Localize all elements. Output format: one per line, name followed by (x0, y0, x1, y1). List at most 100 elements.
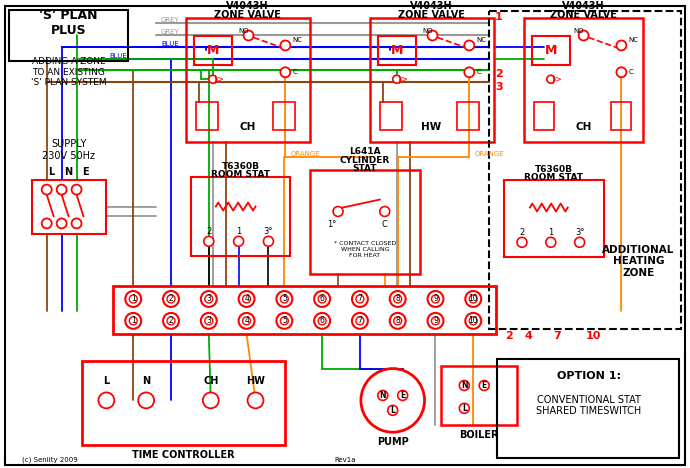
Text: CONVENTIONAL STAT
SHARED TIMESWITCH: CONVENTIONAL STAT SHARED TIMESWITCH (536, 395, 641, 416)
Circle shape (333, 206, 343, 217)
Bar (273, 102, 295, 130)
Circle shape (99, 393, 115, 409)
Text: ZONE VALVE: ZONE VALVE (214, 10, 281, 20)
Text: (c) Seniity 2009: (c) Seniity 2009 (22, 457, 77, 463)
Text: V4043H: V4043H (410, 0, 453, 11)
Bar (532, 36, 570, 66)
Text: 2: 2 (495, 69, 503, 79)
Circle shape (314, 313, 330, 329)
Text: 6: 6 (319, 294, 324, 303)
Circle shape (361, 369, 424, 432)
Text: L: L (462, 404, 466, 413)
Text: 2: 2 (168, 316, 173, 325)
Circle shape (428, 291, 444, 307)
Text: 8: 8 (395, 316, 400, 325)
Text: 1: 1 (131, 294, 136, 303)
Circle shape (380, 206, 390, 217)
Text: 10: 10 (469, 294, 478, 303)
Text: 6: 6 (319, 316, 324, 325)
Text: ADDITIONAL
HEATING
ZONE: ADDITIONAL HEATING ZONE (602, 245, 675, 278)
Circle shape (163, 313, 179, 329)
Text: C: C (382, 220, 388, 229)
Text: NC: NC (629, 37, 638, 44)
Circle shape (390, 291, 406, 307)
Text: V4043H: V4043H (226, 0, 269, 11)
Circle shape (480, 380, 489, 390)
Text: 7: 7 (553, 331, 561, 341)
Text: L641A: L641A (349, 147, 381, 156)
Text: CYLINDER: CYLINDER (339, 156, 390, 165)
Circle shape (280, 40, 290, 51)
Text: M: M (391, 44, 403, 57)
Text: 1: 1 (131, 316, 136, 325)
Text: 3: 3 (495, 82, 503, 92)
Circle shape (244, 30, 253, 40)
Circle shape (201, 313, 217, 329)
Circle shape (352, 313, 368, 329)
Circle shape (356, 295, 364, 303)
Text: N: N (65, 167, 72, 177)
Circle shape (129, 317, 137, 325)
Text: T6360B: T6360B (221, 162, 259, 171)
Circle shape (243, 295, 250, 303)
Text: 1: 1 (495, 12, 503, 22)
Text: 5: 5 (282, 294, 287, 303)
Circle shape (243, 317, 250, 325)
Text: ZONE VALVE: ZONE VALVE (550, 10, 617, 20)
Circle shape (428, 30, 437, 40)
Bar (504, 180, 604, 257)
Text: ADDING A ZONE
TO AN EXISTING
'S' PLAN SYSTEM: ADDING A ZONE TO AN EXISTING 'S' PLAN SY… (31, 58, 106, 87)
Circle shape (280, 317, 288, 325)
Circle shape (72, 219, 81, 228)
Circle shape (394, 295, 402, 303)
Text: 1: 1 (236, 227, 241, 236)
Circle shape (129, 295, 137, 303)
Text: BLUE: BLUE (161, 42, 179, 47)
Circle shape (277, 291, 293, 307)
Text: 4: 4 (244, 294, 249, 303)
Text: T6360B: T6360B (535, 165, 573, 174)
Bar (611, 102, 631, 130)
Text: L: L (391, 406, 395, 415)
Circle shape (57, 185, 67, 195)
Text: 8: 8 (395, 294, 400, 303)
Text: N: N (380, 391, 386, 400)
Circle shape (394, 317, 402, 325)
Circle shape (280, 295, 288, 303)
Text: SUPPLY
230V 50Hz: SUPPLY 230V 50Hz (42, 139, 95, 161)
Text: NO: NO (238, 28, 249, 34)
Text: |>: |> (552, 75, 562, 84)
Circle shape (378, 390, 388, 401)
Text: M: M (544, 44, 557, 57)
Circle shape (42, 185, 52, 195)
Text: BOILER: BOILER (460, 430, 499, 440)
Text: 2: 2 (520, 228, 524, 237)
Bar (32, 180, 106, 234)
Bar (457, 102, 480, 130)
Text: STAT: STAT (353, 164, 377, 173)
Bar (370, 18, 494, 142)
Text: 7: 7 (357, 316, 362, 325)
Circle shape (264, 236, 273, 246)
Bar (186, 18, 310, 142)
Circle shape (314, 291, 330, 307)
Text: OPTION 1:: OPTION 1: (557, 371, 620, 380)
Circle shape (464, 40, 474, 51)
Circle shape (126, 291, 141, 307)
Bar (310, 170, 420, 274)
Circle shape (469, 317, 477, 325)
Circle shape (460, 380, 469, 390)
Text: |>: |> (397, 75, 408, 84)
Text: 3: 3 (206, 316, 211, 325)
Text: TIME CONTROLLER: TIME CONTROLLER (132, 450, 234, 460)
Circle shape (431, 317, 440, 325)
Bar (378, 36, 415, 66)
Circle shape (616, 67, 627, 77)
Text: BLUE: BLUE (109, 53, 127, 59)
Bar (442, 366, 517, 425)
Text: C: C (476, 69, 481, 75)
Text: |>: |> (214, 75, 224, 84)
Circle shape (579, 30, 589, 40)
Circle shape (397, 390, 408, 401)
Text: 10: 10 (586, 331, 601, 341)
